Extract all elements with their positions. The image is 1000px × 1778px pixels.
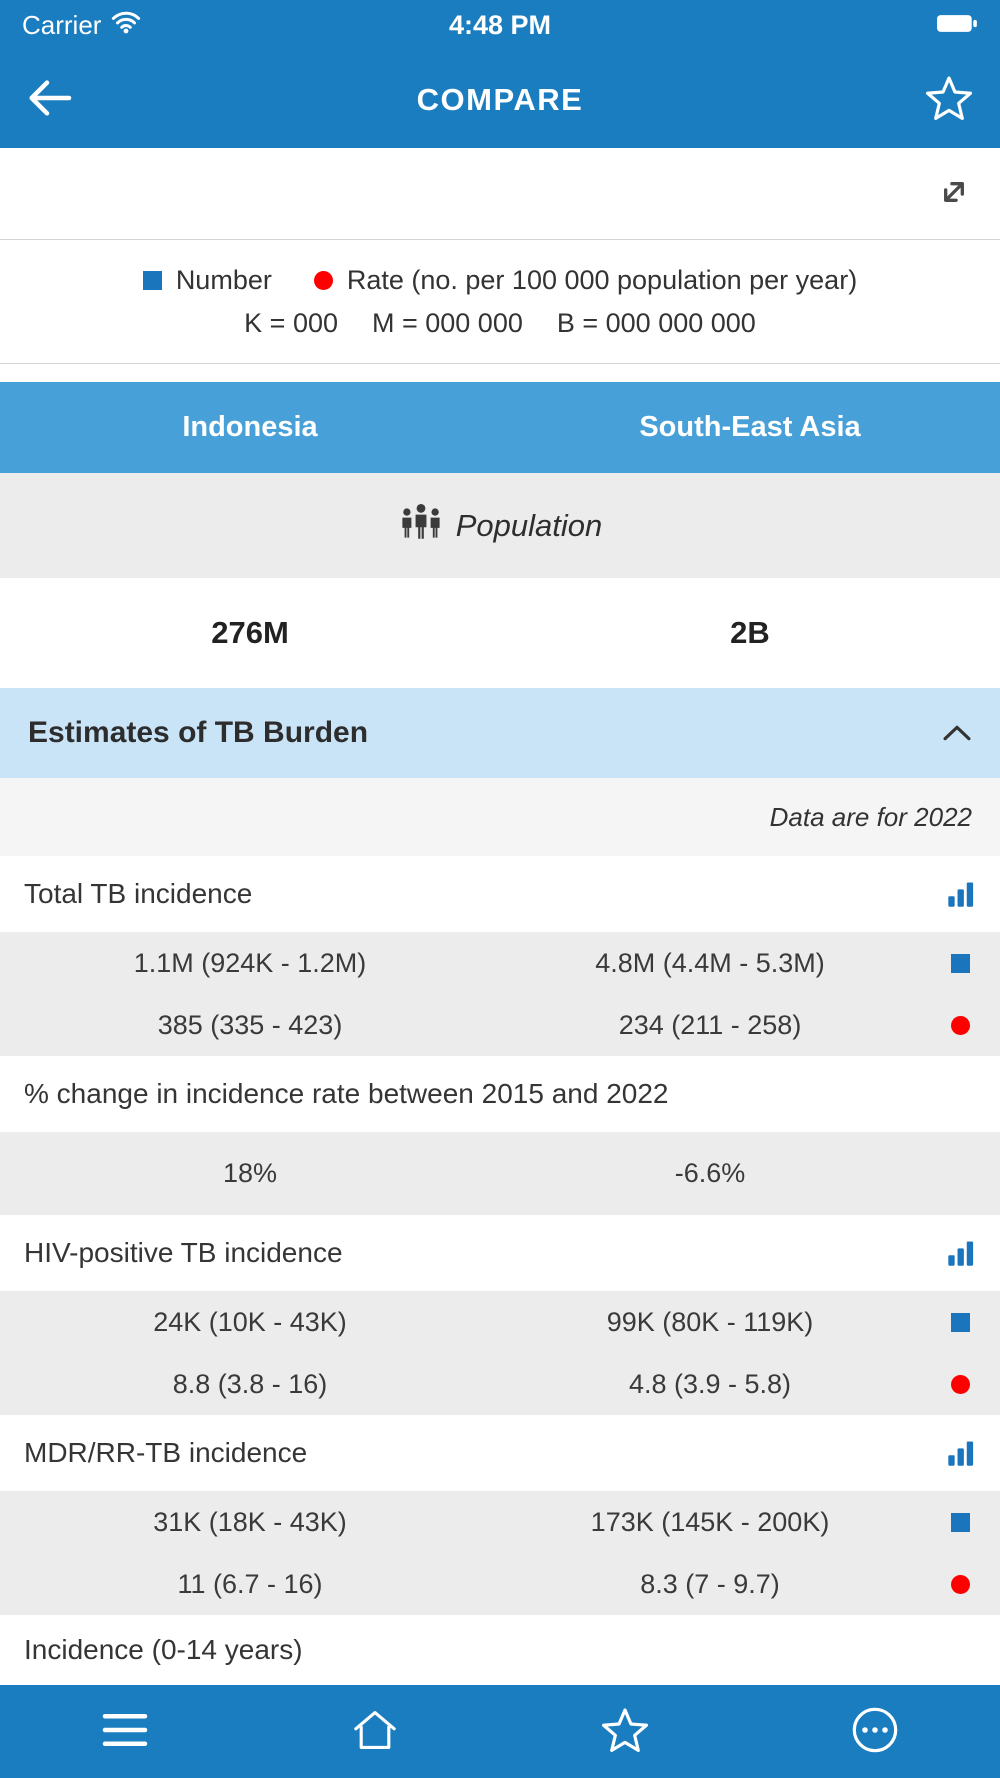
section-header-tb-burden[interactable]: Estimates of TB Burden	[0, 688, 1000, 778]
bottom-tab-bar	[0, 1685, 1000, 1778]
unit-b: B = 000 000 000	[556, 307, 756, 338]
legend-number-label: Number	[175, 264, 272, 295]
expand-icon	[936, 174, 972, 213]
population-left-value: 276M	[211, 615, 289, 650]
ellipsis-circle-icon	[851, 1706, 899, 1757]
rate-marker	[920, 1374, 1000, 1394]
indicator-label: HIV-positive TB incidence	[24, 1237, 343, 1268]
value-right: 8.3 (7 - 9.7)	[640, 1568, 780, 1599]
number-row: 1.1M (924K - 1.2M) 4.8M (4.4M - 5.3M)	[0, 932, 1000, 994]
rate-marker	[920, 1015, 1000, 1035]
column-left-country[interactable]: Indonesia	[182, 411, 318, 443]
chevron-up-icon	[942, 716, 972, 750]
value-right: 99K (80K - 119K)	[606, 1306, 814, 1337]
value-right: 4.8M (4.4M - 5.3M)	[595, 947, 825, 978]
column-right-region[interactable]: South-East Asia	[639, 411, 861, 443]
legend-rate-label: Rate (no. per 100 000 population per yea…	[346, 264, 858, 295]
favorites-tab-button[interactable]	[600, 1707, 650, 1757]
status-bar: Carrier 4:48 PM	[0, 0, 1000, 51]
unit-m: M = 000 000	[372, 307, 523, 338]
value-left: 24K (10K - 43K)	[153, 1306, 347, 1337]
value-left: 11 (6.7 - 16)	[177, 1568, 323, 1599]
indicator-values-mdr-tb: 31K (18K - 43K) 173K (145K - 200K) 11 (6…	[0, 1491, 1000, 1615]
number-marker	[920, 953, 1000, 973]
value-left: 18%	[222, 1158, 278, 1188]
star-icon	[924, 75, 974, 125]
population-header-row: Population	[0, 473, 1000, 578]
indicator-label: Total TB incidence	[24, 878, 253, 909]
data-year-note: Data are for 2022	[769, 801, 972, 832]
rate-marker	[920, 1574, 1000, 1594]
back-arrow-icon	[26, 78, 72, 121]
home-icon	[351, 1708, 399, 1755]
legend-markers-row: Number Rate (no. per 100 000 population …	[142, 264, 858, 296]
indicator-values-pct-change: 18% -6.6%	[0, 1132, 1000, 1215]
bar-chart-icon[interactable]	[946, 879, 976, 909]
indicator-label-row-incidence-children: Incidence (0-14 years)	[0, 1615, 1000, 1685]
number-row: 31K (18K - 43K) 173K (145K - 200K)	[0, 1491, 1000, 1553]
page-title: COMPARE	[416, 81, 584, 117]
value-left: 31K (18K - 43K)	[153, 1506, 347, 1537]
status-left: Carrier	[22, 10, 449, 41]
value-left: 8.8 (3.8 - 16)	[172, 1368, 328, 1399]
value-right: 234 (211 - 258)	[618, 1009, 802, 1040]
unit-k: K = 000	[244, 307, 338, 338]
indicator-values-hiv-tb: 24K (10K - 43K) 99K (80K - 119K) 8.8 (3.…	[0, 1291, 1000, 1415]
bar-chart-icon[interactable]	[946, 1238, 976, 1268]
number-row: 24K (10K - 43K) 99K (80K - 119K)	[0, 1291, 1000, 1353]
number-marker	[920, 1512, 1000, 1532]
carrier-label: Carrier	[22, 10, 102, 40]
comparison-column-header: Indonesia South-East Asia	[0, 382, 1000, 473]
data-year-note-row: Data are for 2022	[0, 778, 1000, 856]
indicator-label: Incidence (0-14 years)	[24, 1634, 303, 1665]
value-right: -6.6%	[674, 1158, 746, 1188]
wifi-icon	[111, 10, 141, 41]
indicator-label: MDR/RR-TB incidence	[24, 1437, 308, 1468]
home-button[interactable]	[351, 1708, 399, 1755]
rate-row: 385 (335 - 423) 234 (211 - 258)	[0, 994, 1000, 1056]
value-right: 4.8 (3.9 - 5.8)	[628, 1368, 792, 1399]
section-title: Estimates of TB Burden	[28, 716, 369, 749]
indicator-values-total-tb: 1.1M (924K - 1.2M) 4.8M (4.4M - 5.3M) 38…	[0, 932, 1000, 1056]
legend: Number Rate (no. per 100 000 population …	[0, 240, 1000, 364]
bar-chart-icon[interactable]	[946, 1438, 976, 1468]
chart-toolbar	[0, 148, 1000, 240]
indicator-label: % change in incidence rate between 2015 …	[24, 1078, 669, 1109]
population-label: Population	[455, 507, 603, 543]
nav-bar: COMPARE	[0, 51, 1000, 148]
expand-button[interactable]	[936, 174, 972, 213]
population-right-value: 2B	[730, 615, 770, 650]
population-people-icon	[398, 503, 444, 549]
value-right: 173K (145K - 200K)	[590, 1506, 830, 1537]
value-left: 1.1M (924K - 1.2M)	[133, 947, 367, 978]
value-left: 385 (335 - 423)	[157, 1009, 343, 1040]
spacer	[0, 364, 1000, 382]
value-row: 18% -6.6%	[0, 1143, 1000, 1205]
status-right	[551, 14, 978, 38]
indicator-label-row-pct-change: % change in incidence rate between 2015 …	[0, 1056, 1000, 1132]
number-marker	[920, 1312, 1000, 1332]
back-button[interactable]	[26, 78, 72, 121]
population-values-row: 276M 2B	[0, 578, 1000, 688]
indicator-label-row-hiv-tb: HIV-positive TB incidence	[0, 1215, 1000, 1291]
battery-icon	[936, 14, 978, 38]
legend-units-row: K = 000 M = 000 000 B = 000 000 000	[244, 308, 756, 339]
number-marker-swatch	[142, 270, 162, 290]
hamburger-icon	[100, 1711, 150, 1752]
star-icon	[600, 1707, 650, 1757]
menu-button[interactable]	[100, 1711, 150, 1752]
rate-row: 11 (6.7 - 16) 8.3 (7 - 9.7)	[0, 1553, 1000, 1615]
favorite-button[interactable]	[924, 75, 974, 125]
indicator-label-row-total-tb: Total TB incidence	[0, 856, 1000, 932]
rate-marker-swatch	[313, 270, 333, 290]
rate-row: 8.8 (3.8 - 16) 4.8 (3.9 - 5.8)	[0, 1353, 1000, 1415]
more-button[interactable]	[851, 1706, 899, 1757]
status-time: 4:48 PM	[448, 10, 552, 40]
indicator-label-row-mdr-tb: MDR/RR-TB incidence	[0, 1415, 1000, 1491]
